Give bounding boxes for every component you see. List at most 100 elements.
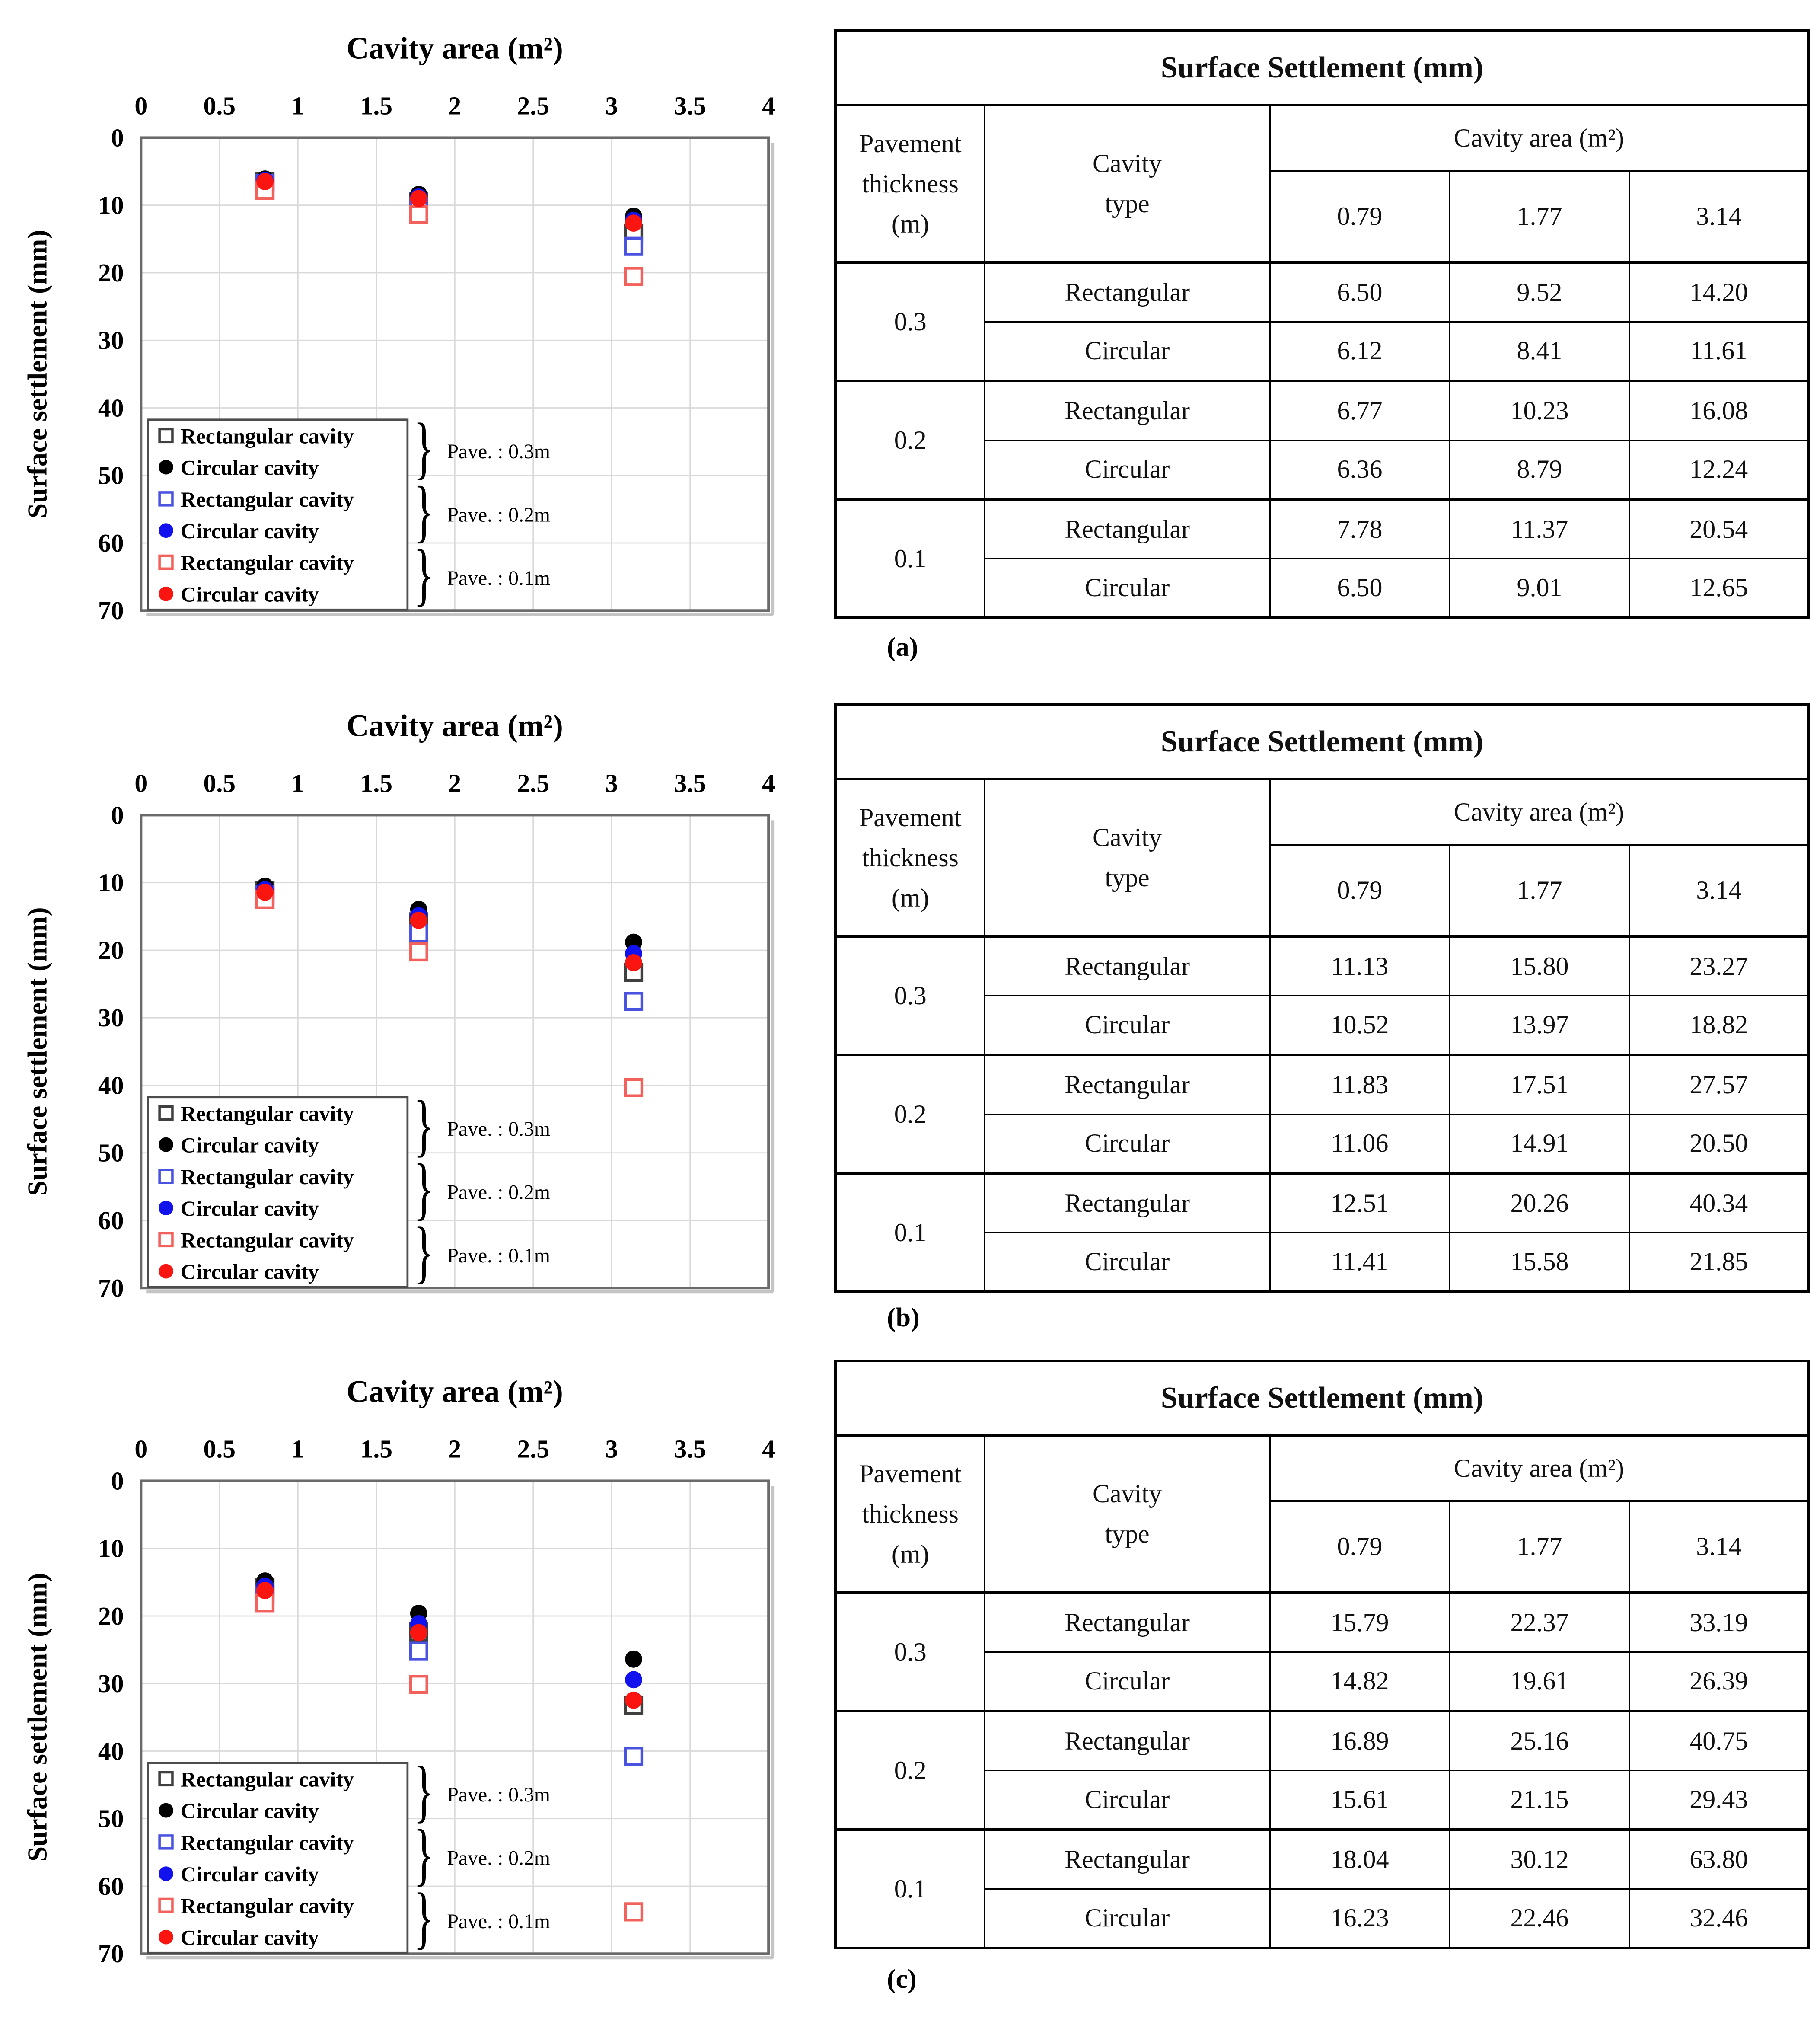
data-point-square-s2 xyxy=(409,923,428,943)
legend-marker-square-icon xyxy=(158,428,174,444)
table-title-row: Surface Settlement (mm) xyxy=(835,30,1810,106)
plot-border xyxy=(140,1479,770,1955)
panel-label-b: (b) xyxy=(887,1303,920,1332)
x-tick-label: 4 xyxy=(762,92,775,120)
cell-value-0-1-2: 26.39 xyxy=(1629,1651,1810,1712)
x-tick-label: 3.5 xyxy=(674,1435,706,1463)
y-tick-label: 20 xyxy=(98,936,124,964)
brace-glyph: } xyxy=(414,1879,434,1956)
y-tick-label: 20 xyxy=(98,259,124,287)
cell-cavity-type: Circular xyxy=(984,995,1271,1056)
x-tick-label: 4 xyxy=(762,769,775,798)
cell-value-0-1-2: 11.61 xyxy=(1629,321,1810,382)
cell-value-1-0-2: 16.08 xyxy=(1629,380,1810,441)
table-body: Surface Settlement (mm) Pavement thicknes… xyxy=(835,1360,1810,1949)
legend-entry-label: Rectangular cavity xyxy=(181,1894,354,1918)
x-tick-label: 3 xyxy=(605,1435,618,1463)
cell-value-0-1-0: 10.52 xyxy=(1269,995,1450,1056)
cell-value-2-1-2: 32.46 xyxy=(1629,1888,1810,1949)
x-axis-title: Cavity area (m²) xyxy=(347,1374,563,1408)
y-tick-label: 40 xyxy=(98,393,124,422)
legend-entry-label: Circular cavity xyxy=(181,519,319,543)
data-row-0.1-circular: Circular 16.23 22.46 32.46 xyxy=(835,1888,1810,1949)
brace-glyph: } xyxy=(414,1213,434,1290)
cell-value-0-1-1: 13.97 xyxy=(1449,995,1630,1056)
x-tick-label: 4 xyxy=(762,1435,775,1463)
x-tick-label: 1 xyxy=(291,769,304,798)
legend-group-brace: } xyxy=(414,472,434,549)
settlement-scatter-chart-b: Cavity area (m²)0 0.5 1 1.5 2 2.5 3 3.5 40102030… xyxy=(22,709,775,1302)
x-tick-label: 0 xyxy=(134,1435,147,1463)
data-point-square-s2 xyxy=(624,992,644,1011)
legend-entry-label: Rectangular cavity xyxy=(181,488,354,511)
legend-entry-label: Rectangular cavity xyxy=(181,1165,354,1189)
legend-entry-label: Rectangular cavity xyxy=(181,551,354,575)
data-point-square-s4 xyxy=(624,267,644,286)
data-row-0.2-circular: Circular 6.36 8.79 12.24 xyxy=(835,439,1810,500)
cell-thickness-0.2: 0.2 xyxy=(835,380,985,500)
legend-box xyxy=(147,1096,409,1288)
legend-group-label: Pave. : 0.1m xyxy=(447,567,550,590)
cell-value-2-1-1: 9.01 xyxy=(1449,558,1630,619)
legend-marker-square-icon xyxy=(158,491,174,507)
cell-value-1-0-2: 27.57 xyxy=(1629,1054,1810,1115)
brace-glyph: } xyxy=(414,472,434,549)
legend-box xyxy=(147,1762,409,1954)
cell-value-2-1-0: 6.50 xyxy=(1269,558,1450,619)
legend-marker-circle-icon xyxy=(159,460,173,475)
header-area-value-0: 0.79 xyxy=(1269,844,1450,937)
y-tick-label: 10 xyxy=(98,1534,124,1563)
legend-group-label: Pave. : 0.1m xyxy=(447,1910,550,1933)
settlement-table-b: Surface Settlement (mm) Pavement thicknes… xyxy=(834,703,1810,1293)
y-tick-label: 60 xyxy=(98,1206,124,1235)
x-tick-label: 0 xyxy=(134,769,147,798)
cell-value-2-0-1: 20.26 xyxy=(1449,1172,1630,1233)
cell-value-1-1-0: 15.61 xyxy=(1269,1769,1450,1830)
cell-value-1-1-0: 6.36 xyxy=(1269,439,1450,500)
data-row-0.3-rectangular: 0.3 Rectangular 6.50 9.52 14.20 xyxy=(835,261,1810,382)
data-point-circle-s5 xyxy=(625,1691,642,1709)
y-tick-label: 30 xyxy=(98,1669,124,1698)
legend-group-brace: } xyxy=(414,1213,434,1290)
legend-marker-square-icon xyxy=(158,554,174,570)
cell-cavity-type: Rectangular xyxy=(984,1828,1271,1890)
x-tick-label: 2 xyxy=(448,769,461,798)
header-area-value-1: 1.77 xyxy=(1449,170,1630,263)
cell-value-2-1-2: 21.85 xyxy=(1629,1232,1810,1293)
header-cavity-area: Cavity area (m²) xyxy=(1269,778,1810,846)
brace-glyph: } xyxy=(414,1086,434,1163)
legend-marker-square-icon xyxy=(158,1834,174,1850)
cell-cavity-type: Circular xyxy=(984,1113,1271,1174)
y-tick-label: 50 xyxy=(98,461,124,490)
legend-marker-circle-icon xyxy=(159,586,173,601)
panel-label-a: (a) xyxy=(887,632,918,662)
legend-entry-label: Rectangular cavity xyxy=(181,1767,354,1791)
x-tick-label: 2 xyxy=(448,1435,461,1463)
y-tick-label: 40 xyxy=(98,1737,124,1765)
cell-value-0-0-1: 22.37 xyxy=(1449,1591,1630,1653)
panel-label-c: (c) xyxy=(887,1964,917,1994)
data-point-square-s2 xyxy=(409,1641,428,1661)
data-row-0.3-rectangular: 0.3 Rectangular 11.13 15.80 23.27 xyxy=(835,935,1810,1056)
cell-value-0-0-1: 15.80 xyxy=(1449,935,1630,996)
legend-marker-circle-icon xyxy=(159,523,173,538)
settlement-table-c: Surface Settlement (mm) Pavement thicknes… xyxy=(834,1360,1810,1949)
y-axis-title: Surface settlement (mm) xyxy=(22,1573,53,1862)
cell-cavity-type: Circular xyxy=(984,1232,1271,1293)
brace-glyph: } xyxy=(414,536,434,613)
data-row-0.2-circular: Circular 15.61 21.15 29.43 xyxy=(835,1769,1810,1830)
cell-value-2-0-1: 11.37 xyxy=(1449,498,1630,559)
legend-entry-label: Rectangular cavity xyxy=(181,1228,354,1252)
x-tick-label: 3.5 xyxy=(674,769,706,798)
x-tick-label: 0.5 xyxy=(204,92,236,120)
header-cavity-type: Cavity type xyxy=(984,104,1271,263)
header-cavity-area: Cavity area (m²) xyxy=(1269,104,1810,172)
header-area-value-0: 0.79 xyxy=(1269,170,1450,263)
data-row-0.2-rectangular: 0.2 Rectangular 6.77 10.23 16.08 xyxy=(835,380,1810,500)
table-subheader-row: 0.79 1.77 3.14 xyxy=(835,844,1810,937)
legend-marker-square-icon xyxy=(158,1771,174,1787)
y-tick-label: 10 xyxy=(98,191,124,220)
legend-group-label: Pave. : 0.1m xyxy=(447,1244,550,1267)
cell-cavity-type: Circular xyxy=(984,1651,1271,1712)
cell-value-2-0-2: 20.54 xyxy=(1629,498,1810,559)
